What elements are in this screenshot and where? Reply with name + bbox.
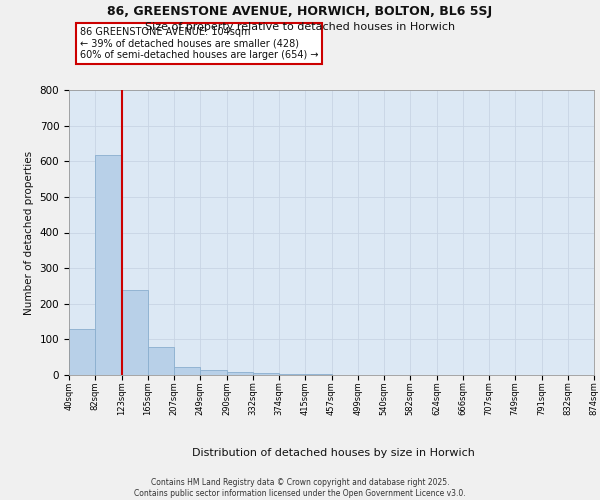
Text: Size of property relative to detached houses in Horwich: Size of property relative to detached ho…	[145, 22, 455, 32]
Bar	[121, 290, 148, 375]
Bar	[200, 370, 227, 375]
Bar	[148, 346, 174, 375]
Bar	[253, 372, 279, 375]
Bar	[227, 372, 253, 375]
Bar	[279, 374, 305, 375]
Bar	[305, 374, 331, 375]
Text: Distribution of detached houses by size in Horwich: Distribution of detached houses by size …	[191, 448, 475, 458]
Bar	[95, 155, 121, 375]
Bar	[69, 328, 95, 375]
Text: 86 GREENSTONE AVENUE: 104sqm
← 39% of detached houses are smaller (428)
60% of s: 86 GREENSTONE AVENUE: 104sqm ← 39% of de…	[79, 28, 318, 60]
Text: 86, GREENSTONE AVENUE, HORWICH, BOLTON, BL6 5SJ: 86, GREENSTONE AVENUE, HORWICH, BOLTON, …	[107, 5, 493, 18]
Text: Contains HM Land Registry data © Crown copyright and database right 2025.
Contai: Contains HM Land Registry data © Crown c…	[134, 478, 466, 498]
Bar	[174, 367, 200, 375]
Y-axis label: Number of detached properties: Number of detached properties	[24, 150, 34, 314]
